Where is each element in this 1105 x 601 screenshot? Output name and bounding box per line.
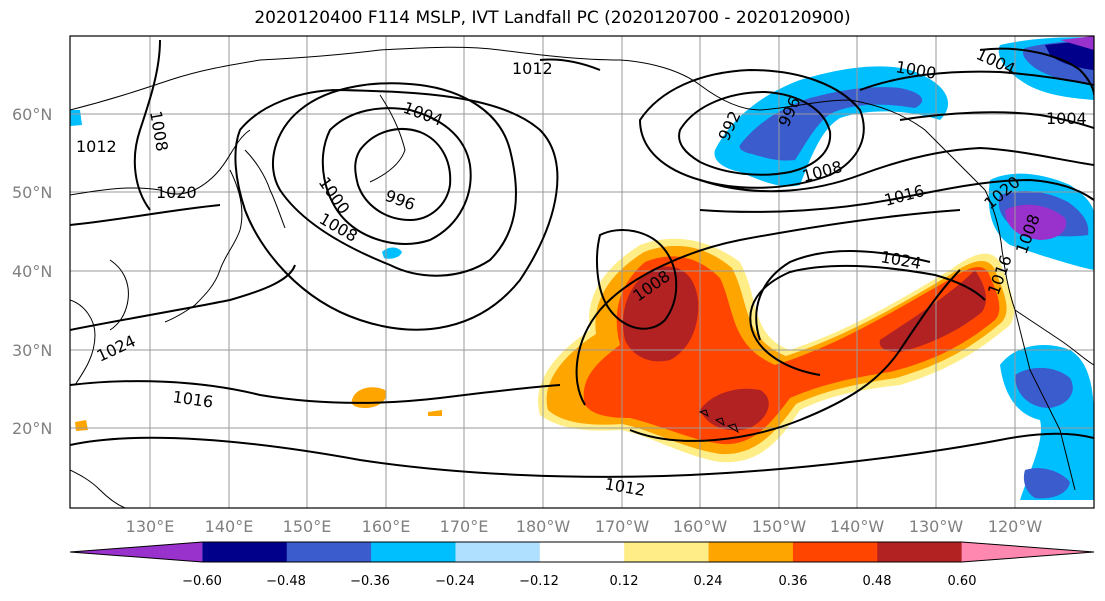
lon-label: 170°E	[440, 517, 489, 536]
lon-label: 130°W	[909, 517, 964, 536]
colorbar	[69, 541, 1095, 563]
lon-label: 180°W	[516, 517, 571, 536]
colorbar-segment	[371, 542, 456, 562]
colorbar-tick-label: 0.12	[610, 574, 639, 589]
colorbar-tick-labels: −0.60 −0.48 −0.36 −0.24 −0.12 0.12 0.24 …	[182, 574, 976, 589]
colorbar-segment	[70, 542, 203, 562]
colorbar-tick-label: 0.24	[694, 574, 723, 589]
colorbar-tick-label: 0.48	[863, 574, 892, 589]
colorbar-segment	[455, 542, 541, 562]
colorbar-segment	[202, 542, 288, 562]
isobar-label: 1020	[156, 183, 197, 202]
colorbar-tick-label: −0.12	[519, 574, 559, 589]
colorbar-tick-label: 0.36	[779, 574, 808, 589]
colorbar-tick-label: −0.36	[350, 574, 390, 589]
isobar-label: 1012	[76, 137, 117, 156]
colorbar-segment	[961, 542, 1094, 562]
lon-label: 160°E	[362, 517, 411, 536]
latitude-labels: 60°N 50°N 40°N 30°N 20°N	[12, 105, 52, 438]
lat-label: 20°N	[12, 419, 52, 438]
colorbar-segment	[877, 542, 963, 562]
gridlines	[70, 36, 1094, 508]
lat-label: 60°N	[12, 105, 52, 124]
ivt-negative-shading	[70, 36, 1094, 500]
colorbar-tick-label: −0.48	[266, 574, 306, 589]
colorbar-segment	[286, 542, 372, 562]
colorbar-segment	[708, 542, 794, 562]
lon-label: 170°W	[595, 517, 650, 536]
lon-label: 150°W	[752, 517, 807, 536]
lon-label: 130°E	[126, 517, 175, 536]
colorbar-outline	[69, 541, 1095, 563]
colorbar-tick-label: −0.24	[435, 574, 475, 589]
lon-label: 150°E	[283, 517, 332, 536]
lon-label: 120°W	[988, 517, 1043, 536]
colorbar-tick-label: 0.60	[948, 574, 977, 589]
colorbar-segment	[539, 542, 625, 562]
isobars	[70, 39, 1094, 478]
chart-title: 2020120400 F114 MSLP, IVT Landfall PC (2…	[254, 8, 851, 28]
lat-label: 40°N	[12, 262, 52, 281]
isobar-label: 1004	[1046, 109, 1087, 128]
colorbar-tick-label: −0.60	[182, 574, 222, 589]
lat-label: 50°N	[12, 183, 52, 202]
lon-label: 140°W	[830, 517, 885, 536]
longitude-labels: 130°E 140°E 150°E 160°E 170°E 180°W 170°…	[126, 517, 1043, 536]
lon-label: 160°W	[673, 517, 728, 536]
lat-label: 30°N	[12, 341, 52, 360]
colorbar-segment	[624, 542, 710, 562]
isobar-label: 1012	[512, 59, 553, 78]
map-border	[69, 35, 1095, 509]
lon-label: 140°E	[205, 517, 254, 536]
colorbar-segment	[792, 542, 878, 562]
